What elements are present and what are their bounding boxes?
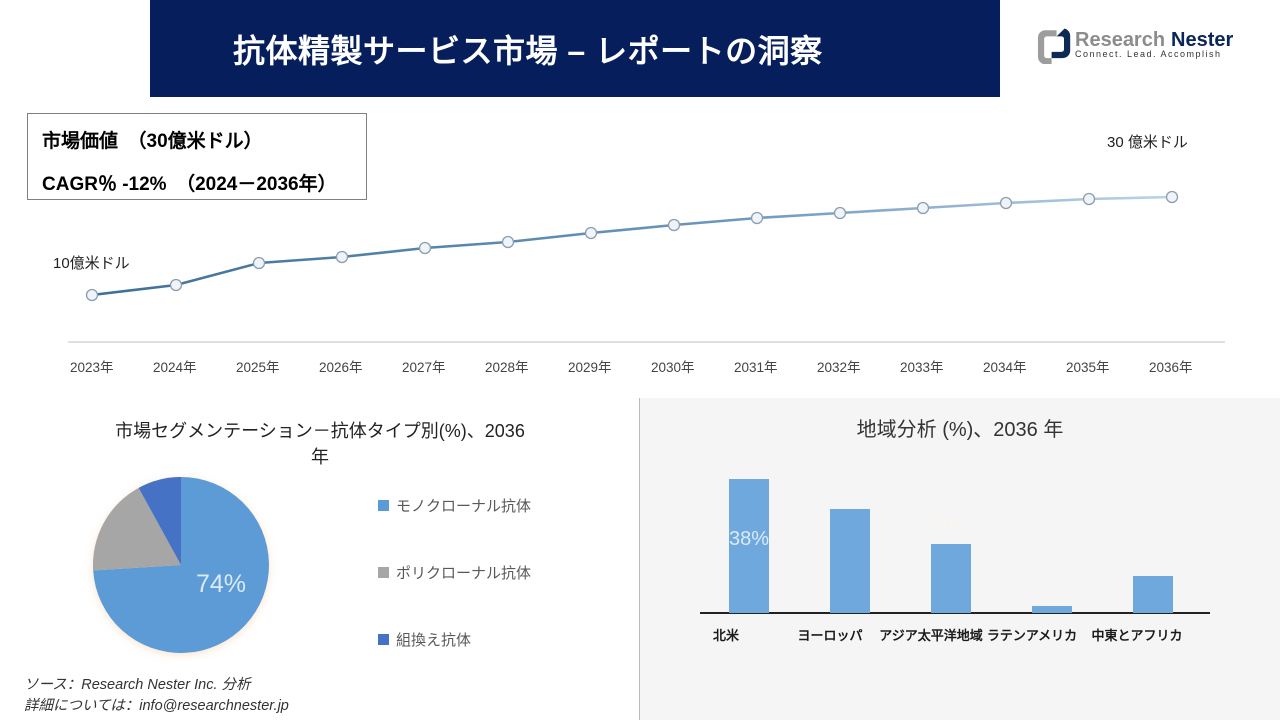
svg-text:38%: 38% [729, 528, 769, 550]
svg-text:30%: 30% [931, 516, 971, 538]
